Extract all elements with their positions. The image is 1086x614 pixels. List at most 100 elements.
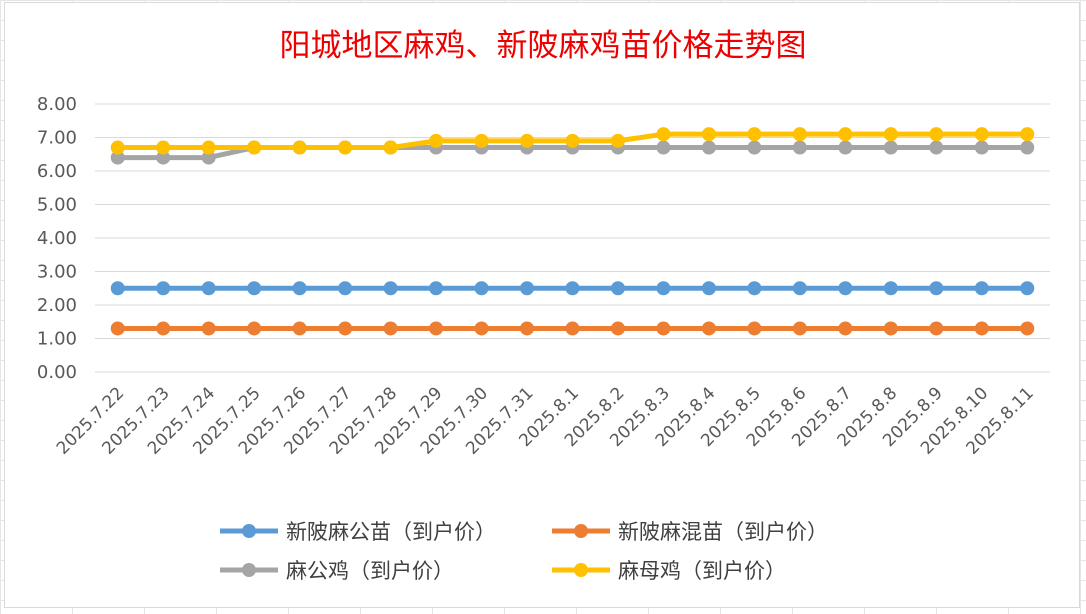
data-point[interactable] [747, 127, 762, 142]
legend-label: 新陂麻公苗（到户价） [286, 520, 496, 544]
data-point[interactable] [383, 321, 398, 336]
data-point[interactable] [110, 140, 125, 155]
data-point[interactable] [565, 281, 580, 296]
data-point[interactable] [838, 127, 853, 142]
data-point[interactable] [565, 133, 580, 148]
data-point[interactable] [338, 281, 353, 296]
data-point[interactable] [974, 281, 989, 296]
data-point[interactable] [974, 127, 989, 142]
data-point[interactable] [1020, 140, 1035, 155]
data-point[interactable] [474, 321, 489, 336]
data-point[interactable] [610, 321, 625, 336]
data-point[interactable] [156, 281, 171, 296]
data-point[interactable] [883, 321, 898, 336]
data-point[interactable] [656, 127, 671, 142]
data-point[interactable] [201, 321, 216, 336]
data-point[interactable] [292, 321, 307, 336]
data-point[interactable] [929, 140, 944, 155]
data-point[interactable] [201, 140, 216, 155]
data-point[interactable] [201, 281, 216, 296]
data-point[interactable] [929, 321, 944, 336]
data-point[interactable] [883, 281, 898, 296]
data-point[interactable] [883, 140, 898, 155]
data-point[interactable] [292, 140, 307, 155]
legend-item[interactable]: 麻公鸡（到户价） [220, 559, 454, 583]
data-point[interactable] [247, 281, 262, 296]
data-point[interactable] [610, 281, 625, 296]
data-point[interactable] [929, 281, 944, 296]
series-2 [110, 321, 1035, 336]
data-point[interactable] [520, 321, 535, 336]
data-point[interactable] [247, 321, 262, 336]
y-tick-label: 3.00 [37, 262, 77, 283]
data-point[interactable] [747, 281, 762, 296]
data-point[interactable] [247, 140, 262, 155]
data-point[interactable] [1020, 281, 1035, 296]
data-point[interactable] [1020, 321, 1035, 336]
series-group [110, 127, 1035, 336]
data-point[interactable] [474, 281, 489, 296]
legend-label: 新陂麻混苗（到户价） [618, 520, 828, 544]
data-point[interactable] [565, 321, 580, 336]
data-point[interactable] [383, 140, 398, 155]
data-point[interactable] [838, 281, 853, 296]
data-point[interactable] [792, 127, 807, 142]
data-point[interactable] [156, 140, 171, 155]
data-point[interactable] [429, 321, 444, 336]
data-point[interactable] [747, 321, 762, 336]
legend-label: 麻公鸡（到户价） [286, 559, 454, 583]
y-tick-label: 5.00 [37, 195, 77, 216]
legend-item[interactable]: 麻母鸡（到户价） [552, 559, 786, 583]
legend-item[interactable]: 新陂麻混苗（到户价） [552, 520, 828, 544]
legend-swatch-marker [574, 524, 588, 538]
data-point[interactable] [520, 281, 535, 296]
data-point[interactable] [701, 127, 716, 142]
data-point[interactable] [156, 321, 171, 336]
data-point[interactable] [1020, 127, 1035, 142]
data-point[interactable] [156, 150, 171, 165]
legend-item[interactable]: 新陂麻公苗（到户价） [220, 520, 496, 544]
chart-title: 阳城地区麻鸡、新陂麻鸡苗价格走势图 [280, 28, 807, 64]
data-point[interactable] [701, 281, 716, 296]
data-point[interactable] [701, 321, 716, 336]
series-1 [110, 281, 1035, 296]
data-point[interactable] [520, 133, 535, 148]
y-tick-label: 6.00 [37, 161, 77, 182]
legend-label: 麻母鸡（到户价） [618, 559, 786, 583]
data-point[interactable] [110, 150, 125, 165]
data-point[interactable] [383, 281, 398, 296]
data-point[interactable] [110, 281, 125, 296]
data-point[interactable] [656, 321, 671, 336]
data-point[interactable] [747, 140, 762, 155]
data-point[interactable] [838, 140, 853, 155]
data-point[interactable] [792, 321, 807, 336]
data-point[interactable] [974, 140, 989, 155]
data-point[interactable] [610, 133, 625, 148]
data-point[interactable] [201, 150, 216, 165]
data-point[interactable] [338, 140, 353, 155]
data-point[interactable] [656, 281, 671, 296]
data-point[interactable] [110, 321, 125, 336]
data-point[interactable] [974, 321, 989, 336]
data-point[interactable] [792, 281, 807, 296]
data-point[interactable] [429, 133, 444, 148]
data-point[interactable] [929, 127, 944, 142]
data-point[interactable] [292, 281, 307, 296]
data-point[interactable] [656, 140, 671, 155]
y-tick-label: 4.00 [37, 228, 77, 249]
data-point[interactable] [883, 127, 898, 142]
data-point[interactable] [338, 321, 353, 336]
data-point[interactable] [701, 140, 716, 155]
y-tick-label: 2.00 [37, 295, 77, 316]
gridlines [95, 103, 1050, 373]
x-axis-ticks: 2025.7.222025.7.232025.7.242025.7.252025… [53, 383, 1038, 458]
legend-swatch-marker [242, 524, 256, 538]
data-point[interactable] [474, 133, 489, 148]
legend-swatch-marker [574, 563, 588, 577]
data-point[interactable] [792, 140, 807, 155]
data-point[interactable] [838, 321, 853, 336]
data-point[interactable] [429, 281, 444, 296]
y-tick-label: 7.00 [37, 128, 77, 149]
y-axis-ticks: 0.00 1.00 2.00 3.00 4.00 5.00 6.00 7.00 8.00 [37, 94, 77, 383]
